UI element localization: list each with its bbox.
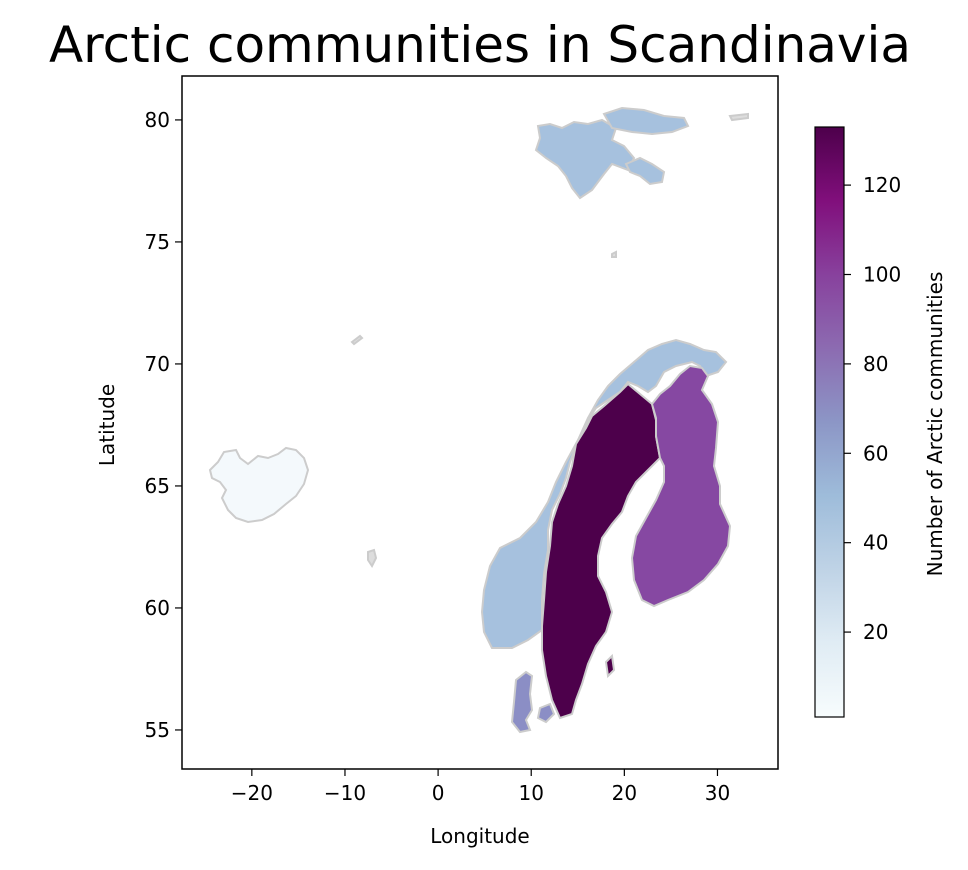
x-tick-label: 0: [432, 781, 445, 805]
colorbar-tick-label: 100: [863, 263, 901, 287]
colorbar-ticks: 20 40 60 80 100 120: [844, 173, 901, 644]
y-axis: 55 60 65 70 75 80: [145, 108, 182, 742]
x-tick-label: −10: [324, 781, 366, 805]
map-title: Arctic communities in Scandinavia: [49, 16, 911, 74]
x-tick-label: 10: [518, 781, 543, 805]
region-svalbard-main: [534, 118, 636, 200]
plot-area: [181, 75, 779, 770]
y-tick-label: 80: [145, 108, 170, 132]
y-tick-label: 60: [145, 596, 170, 620]
colorbar-tick-label: 60: [863, 441, 888, 465]
region-svalbard-northeast: [602, 106, 690, 136]
x-axis: −20 −10 0 10 20 30: [231, 769, 730, 805]
y-tick-label: 65: [145, 474, 170, 498]
region-denmark: [510, 670, 534, 734]
colorbar-tick-label: 20: [863, 620, 888, 644]
region-faroe-islands: [367, 548, 378, 568]
x-tick-label: 20: [612, 781, 637, 805]
y-tick-label: 55: [145, 718, 170, 742]
region-svalbard-east: [624, 156, 666, 186]
colorbar: [814, 126, 845, 718]
region-iceland: [208, 446, 310, 524]
region-zealand: [536, 702, 556, 724]
x-axis-label: Longitude: [430, 824, 529, 848]
region-jan-mayen: [350, 334, 364, 346]
y-tick-label: 70: [145, 352, 170, 376]
x-tick-label: −20: [231, 781, 273, 805]
x-tick-label: 30: [705, 781, 730, 805]
y-axis-label: Latitude: [95, 384, 119, 466]
region-gotland: [604, 653, 616, 679]
region-kvitoya: [728, 112, 749, 122]
colorbar-label: Number of Arctic communities: [923, 272, 947, 577]
region-bear-island: [611, 250, 617, 258]
region-finland: [630, 364, 732, 608]
colorbar-tick-label: 120: [863, 173, 901, 197]
colorbar-tick-label: 40: [863, 531, 888, 555]
y-tick-label: 75: [145, 230, 170, 254]
map-regions: [208, 106, 749, 734]
colorbar-tick-label: 80: [863, 352, 888, 376]
